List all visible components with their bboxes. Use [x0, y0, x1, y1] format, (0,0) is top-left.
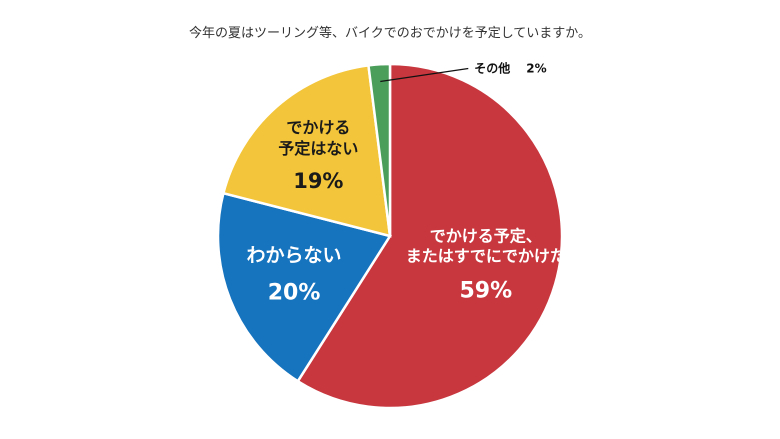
slice-name-label: でかける [286, 118, 350, 137]
slice-name-label: わからない [247, 245, 342, 267]
slice-value-label: 59% [459, 278, 512, 303]
pie-slice-でかける予定はない [221, 63, 392, 238]
slice-value-label: 19% [293, 169, 343, 193]
leader-line [380, 67, 469, 83]
slice-name-label: 予定はない [278, 139, 358, 158]
slice-name-label: でかける予定、 [430, 226, 542, 245]
slice-value-label: 2% [526, 62, 546, 76]
slice-value-label: 20% [268, 281, 321, 306]
pie-slices [216, 62, 564, 410]
pie-slice-わからない [216, 191, 392, 383]
pie-slice-その他 [367, 62, 392, 237]
slice-name-label: またはすでにでかけた [406, 246, 566, 265]
slice-name-label: その他 [474, 61, 510, 76]
chart-title: 今年の夏はツーリング等、バイクでのおでかけを予定していますか。 [189, 25, 591, 41]
pie-slice-でかける予定またはすでにでかけた [296, 62, 564, 410]
